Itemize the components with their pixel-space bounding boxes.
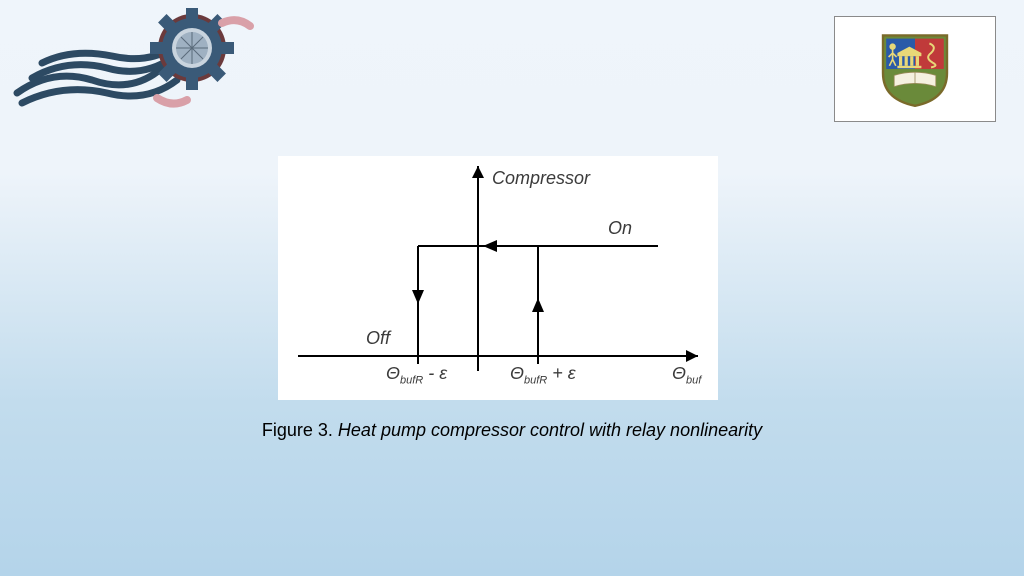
diagram-svg	[278, 156, 718, 400]
hysteresis-diagram: Compressor On Off ΘbufR - ε ΘbufR + ε Θb…	[278, 156, 718, 400]
wave-gear-logo	[12, 8, 262, 118]
caption-prefix: Figure 3.	[262, 420, 338, 440]
y-axis-label: Compressor	[492, 168, 590, 189]
right-tick-label: ΘbufR + ε	[510, 363, 576, 387]
off-label: Off	[366, 328, 390, 349]
figure-caption: Figure 3. Heat pump compressor control w…	[0, 420, 1024, 441]
x-axis-label: Θbuf	[672, 363, 701, 387]
caption-text: Heat pump compressor control with relay …	[338, 420, 762, 440]
university-shield-logo	[834, 16, 996, 122]
left-tick-label: ΘbufR - ε	[386, 363, 447, 387]
on-label: On	[608, 218, 632, 239]
